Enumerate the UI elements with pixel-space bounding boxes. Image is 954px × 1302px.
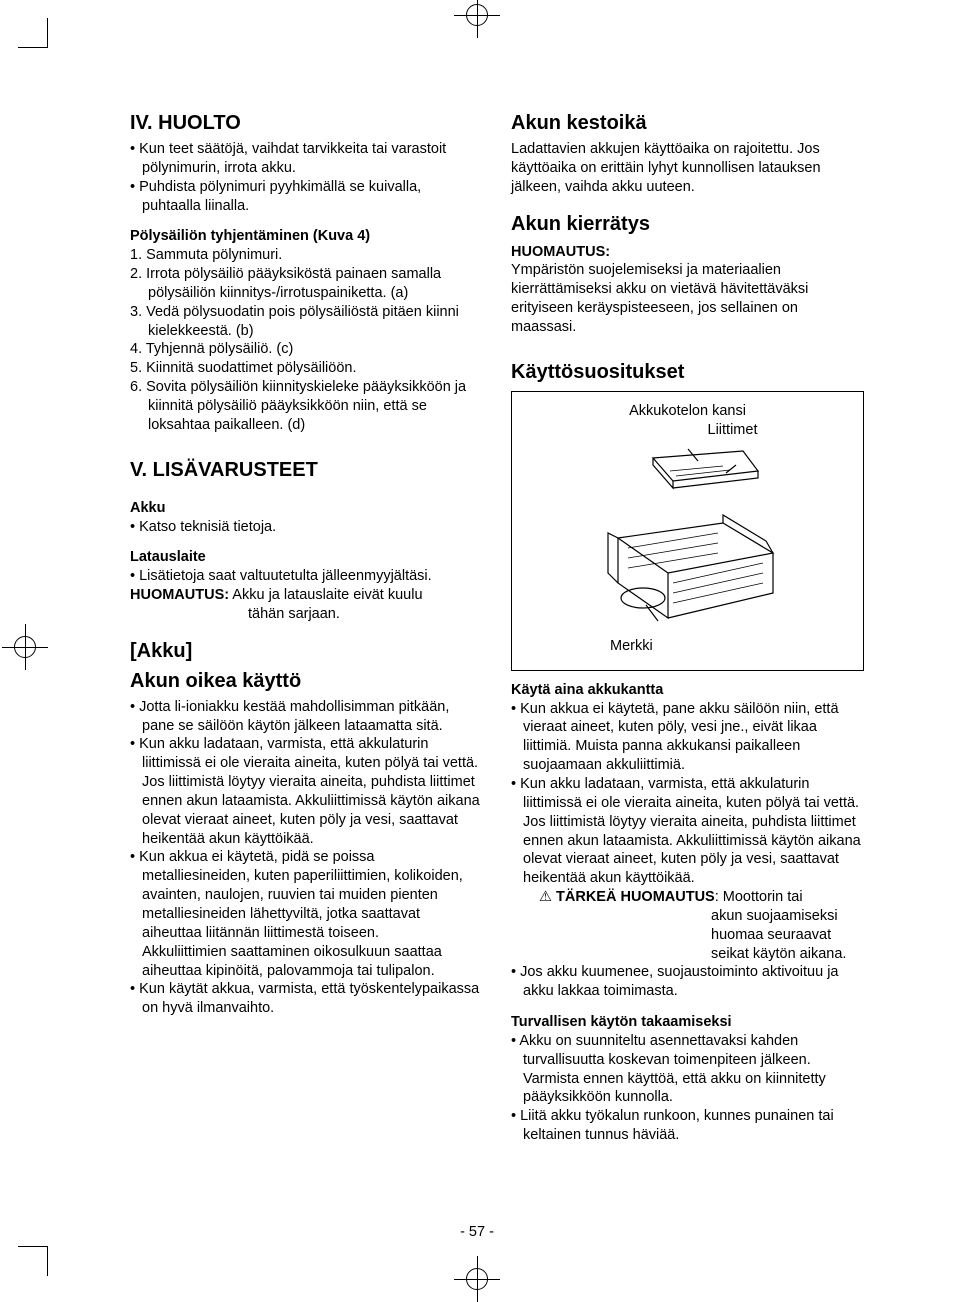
heading-use-cover: Käytä aina akkukantta	[511, 681, 864, 700]
heading-battery-life: Akun kestoikä	[511, 110, 864, 136]
charger-list: Lisätietoja saat valtuutetulta jälleenmy…	[130, 567, 483, 586]
fig-label-mark: Merkki	[520, 637, 855, 656]
list-item: Katso teknisiä tietoja.	[130, 518, 483, 537]
register-mark-top	[462, 0, 492, 30]
warning-icon: ⚠	[539, 889, 552, 905]
safe-list: Akku on suunniteltu asennettavaksi kahde…	[511, 1032, 864, 1145]
heading-accessories: V. LISÄVARUSTEET	[130, 457, 483, 483]
warning-block: ⚠ TÄRKEÄ HUOMAUTUS: Moottorin tai	[511, 888, 864, 907]
register-mark-left	[10, 632, 40, 662]
heading-akku: Akku	[130, 499, 483, 518]
note-text: Akku ja latauslaite eivät kuulu	[229, 587, 422, 603]
heading-charger: Latauslaite	[130, 548, 483, 567]
battery-use-list: Jotta li-ioniakku kestää mahdollisimman …	[130, 698, 483, 1018]
list-item: Kun käytät akkua, varmista, että työsken…	[130, 980, 483, 1018]
crop-mark-tl	[18, 18, 48, 48]
content-columns: IV. HUOLTO Kun teet säätöjä, vaihdat tar…	[130, 110, 864, 1200]
list-item: 4. Tyhjennä pölysäiliö. (c)	[130, 340, 483, 359]
protect-list: Jos akku kuumenee, suojaustoiminto aktiv…	[511, 963, 864, 1001]
dust-steps: 1. Sammuta pölynimuri. 2. Irrota pölysäi…	[130, 246, 483, 434]
list-item: 3. Vedä pölysuodatin pois pölysäiliöstä …	[130, 303, 483, 341]
akku-list: Katso teknisiä tietoja.	[130, 518, 483, 537]
heading-dust-empty: Pölysäiliön tyhjentäminen (Kuva 4)	[130, 227, 483, 246]
warning-label: TÄRKEÄ HUOMAUTUS	[556, 889, 715, 905]
fig-label-terminals: Liittimet	[520, 421, 855, 440]
warning-text1: : Moottorin tai	[715, 889, 803, 905]
manual-page: IV. HUOLTO Kun teet säätöjä, vaihdat tar…	[0, 0, 954, 1294]
fig-label-cover: Akkukotelon kansi	[520, 402, 855, 421]
list-item: Kun akku ladataan, varmista, että akkula…	[511, 775, 864, 888]
battery-life-text: Ladattavien akkujen käyttöaika on rajoit…	[511, 140, 864, 197]
heading-huolto: IV. HUOLTO	[130, 110, 483, 136]
note-text2: tähän sarjaan.	[130, 605, 483, 624]
recycle-note-label: HUOMAUTUS:	[511, 243, 864, 262]
list-item: Puhdista pölynimuri pyyhkimällä se kuiva…	[130, 178, 483, 216]
heading-recommendations: Käyttösuositukset	[511, 359, 864, 385]
maintenance-list: Kun teet säätöjä, vaihdat tarvikkeita ta…	[130, 140, 483, 215]
battery-diagram-svg	[558, 443, 818, 633]
list-text: Kun akkua ei käytetä, pidä se poissa met…	[139, 849, 463, 940]
list-item: 6. Sovita pölysäiliön kiinnityskieleke p…	[130, 378, 483, 435]
list-item: Liitä akku työkalun runkoon, kunnes puna…	[511, 1107, 864, 1145]
heading-akku-bracket: [Akku]	[130, 638, 483, 664]
crop-mark-bl	[18, 1246, 48, 1276]
list-item: Kun teet säätöjä, vaihdat tarvikkeita ta…	[130, 140, 483, 178]
cover-list: Kun akkua ei käytetä, pane akku säilöön …	[511, 700, 864, 888]
heading-akku-use: Akun oikea käyttö	[130, 668, 483, 694]
recycle-text: Ympäristön suojelemiseksi ja materiaalie…	[511, 261, 864, 336]
list-item: Akku on suunniteltu asennettavaksi kahde…	[511, 1032, 864, 1107]
battery-figure-box: Akkukotelon kansi Liittimet	[511, 391, 864, 671]
list-item: Lisätietoja saat valtuutetulta jälleenmy…	[130, 567, 483, 586]
list-item: 5. Kiinnitä suodattimet pölysäiliöön.	[130, 359, 483, 378]
list-item: Kun akkua ei käytetä, pane akku säilöön …	[511, 700, 864, 775]
list-item: Kun akku ladataan, varmista, että akkula…	[130, 735, 483, 848]
warning-text2: akun suojaamiseksi huomaa seuraavat seik…	[511, 907, 864, 964]
heading-recycle: Akun kierrätys	[511, 211, 864, 237]
list-text-cont: Akkuliittimien saattaminen oikosulkuun s…	[142, 943, 483, 981]
list-item: Kun akkua ei käytetä, pidä se poissa met…	[130, 848, 483, 980]
note-label: HUOMAUTUS:	[130, 587, 229, 603]
list-item: 2. Irrota pölysäiliö pääyksiköstä painae…	[130, 265, 483, 303]
heading-safe-use: Turvallisen käytön takaamiseksi	[511, 1013, 864, 1032]
list-item: Jotta li-ioniakku kestää mahdollisimman …	[130, 698, 483, 736]
note-line: HUOMAUTUS: Akku ja latauslaite eivät kuu…	[130, 586, 483, 605]
page-number: - 57 -	[0, 1223, 954, 1242]
list-item: 1. Sammuta pölynimuri.	[130, 246, 483, 265]
list-item: Jos akku kuumenee, suojaustoiminto aktiv…	[511, 963, 864, 1001]
register-mark-bottom	[462, 1264, 492, 1294]
